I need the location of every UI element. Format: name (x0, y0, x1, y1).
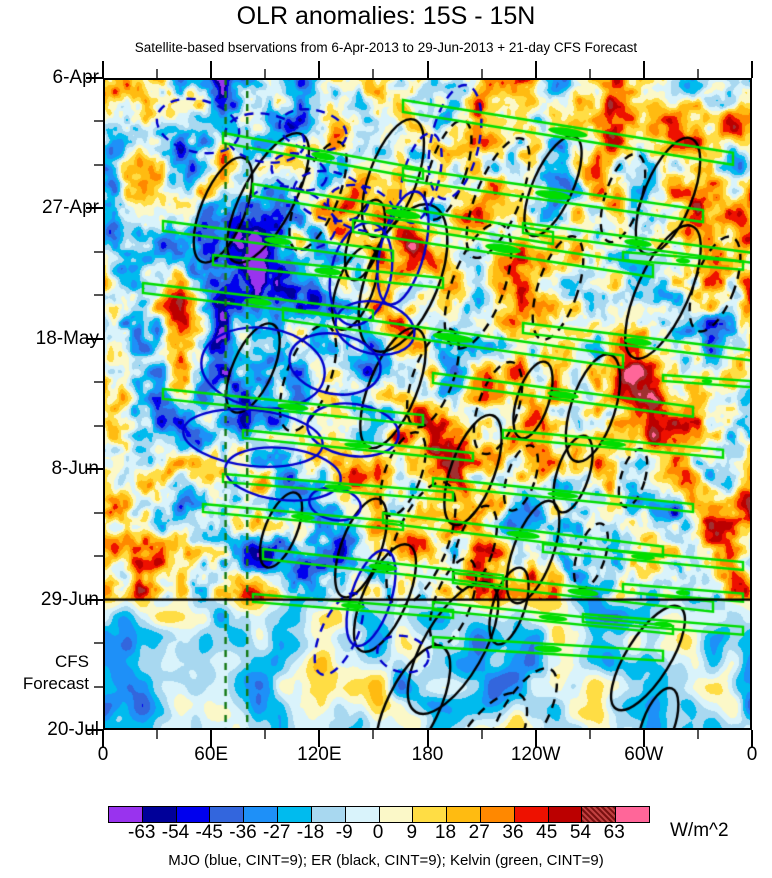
x-major-tick (534, 730, 537, 747)
colorbar-swatch-1 (142, 807, 177, 822)
colorbar-swatch-15 (616, 807, 649, 822)
colorbar-tick-14: 63 (603, 822, 625, 843)
x-minor-tick (696, 69, 699, 78)
x-minor-tick (372, 730, 375, 739)
y-minor-tick (94, 120, 103, 123)
x-major-tick-top (642, 61, 645, 78)
colorbar-swatch-10 (447, 807, 481, 822)
y-minor-tick (94, 163, 103, 166)
colorbar-swatch-3 (210, 807, 245, 822)
x-minor-tick (264, 730, 267, 739)
colorbar-tick-9: 18 (434, 822, 457, 843)
colorbar (108, 806, 650, 823)
y-minor-tick (94, 555, 103, 558)
colorbar-swatch-8 (379, 807, 414, 822)
colorbar-tick-7: 0 (372, 822, 384, 843)
y-axis: 6-Apr 27-Apr 18-May 8-Jun 29-Jun 20-Jul (0, 0, 99, 878)
y-major-tick (86, 598, 103, 601)
colorbar-swatch-14 (582, 807, 617, 822)
y-axis-label-27-apr: 27-Apr (41, 197, 99, 219)
colorbar-tick-2: -45 (195, 822, 223, 843)
hovmoller-plot[interactable] (103, 78, 752, 730)
colorbar-tick-5: -18 (296, 822, 325, 843)
y-minor-tick (94, 250, 103, 253)
y-axis-label-29-jun: 29-Jun (40, 588, 99, 610)
y-major-tick (86, 337, 103, 340)
colorbar-swatch-5 (278, 807, 312, 822)
y-axis-label-6-apr: 6-Apr (52, 67, 99, 88)
x-major-tick-top (426, 61, 429, 78)
colorbar-tick-1: -54 (161, 822, 190, 843)
x-axis-label-2: 120E (297, 744, 342, 765)
x-major-tick-top (751, 61, 753, 78)
y-minor-tick (94, 642, 103, 645)
colorbar-swatch-7 (345, 807, 380, 822)
x-major-tick (318, 730, 321, 747)
x-axis-label-1: 60E (194, 744, 229, 765)
x-major-tick-top (210, 61, 213, 78)
x-minor-tick (264, 69, 267, 78)
colorbar-swatch-6 (311, 807, 346, 822)
colorbar-swatch-11 (480, 807, 515, 822)
x-minor-tick (480, 69, 483, 78)
x-axis-label-6: 0 (746, 744, 758, 765)
y-major-tick (86, 207, 103, 210)
x-major-tick (426, 730, 429, 747)
x-minor-tick (156, 730, 159, 739)
cfs-forecast-annotation-0: CFS (55, 651, 89, 671)
x-major-tick (102, 730, 104, 747)
colorbar-swatch-0 (109, 807, 143, 822)
colorbar-tick-13: 54 (569, 822, 592, 843)
colorbar-swatch-12 (514, 807, 549, 822)
colorbar-tick-6: -9 (335, 822, 353, 843)
x-minor-tick (696, 730, 699, 739)
colorbar-tick-10: 27 (468, 822, 490, 843)
x-axis-label-4: 120W (510, 744, 561, 765)
x-major-tick (642, 730, 645, 747)
x-minor-tick (588, 730, 591, 739)
x-major-tick (751, 730, 753, 747)
x-major-tick (210, 730, 213, 747)
colorbar-tick-0: -63 (128, 822, 156, 843)
x-axis-label-5: 60W (624, 744, 664, 765)
x-major-tick-top (534, 61, 537, 78)
y-axis-label-18-may: 18-May (35, 327, 99, 349)
cfs-forecast-annotation-1: Forecast (22, 673, 89, 693)
olr-anomaly-field[interactable] (103, 78, 752, 730)
y-axis-label-20-jul: 20-Jul (47, 719, 99, 740)
x-minor-tick (156, 69, 159, 78)
colorbar-swatch-4 (244, 807, 279, 822)
y-minor-tick (94, 424, 103, 427)
y-minor-tick (94, 294, 103, 297)
page-title: OLR anomalies: 15S - 15N (236, 2, 536, 30)
colorbar-tick-12: 45 (536, 822, 558, 843)
x-axis-label-0: 0 (97, 744, 109, 765)
y-major-tick (86, 468, 103, 471)
legend-caption: MJO (blue, CINT=9); ER (black, CINT=9); … (168, 852, 604, 869)
colorbar-swatch-13 (548, 807, 583, 822)
y-major-tick (86, 77, 103, 79)
y-minor-tick (94, 511, 103, 514)
colorbar-tick-4: -27 (263, 822, 291, 843)
colorbar-tick-3: -36 (229, 822, 257, 843)
y-minor-tick (94, 381, 103, 384)
colorbar-unit: W/m^2 (670, 820, 729, 841)
colorbar-tick-11: 36 (502, 822, 524, 843)
colorbar-ticks: -63 -54 -45 -36 -27 -18 -9 0 9 18 27 36 45 54 63 (108, 822, 648, 844)
x-minor-tick (480, 730, 483, 739)
x-minor-tick (588, 69, 591, 78)
x-minor-tick (372, 69, 375, 78)
colorbar-tick-8: 9 (406, 822, 418, 843)
x-axis-label-3: 180 (411, 744, 444, 765)
colorbar-swatch-9 (413, 807, 448, 822)
y-minor-tick (94, 685, 103, 688)
subtitle: Satellite-based bservations from 6-Apr-2… (134, 40, 638, 55)
colorbar-swatch-2 (176, 807, 211, 822)
y-major-tick (86, 729, 103, 731)
y-axis-label-8-jun: 8-Jun (51, 458, 99, 480)
x-major-tick-top (102, 61, 104, 78)
x-major-tick-top (318, 61, 321, 78)
